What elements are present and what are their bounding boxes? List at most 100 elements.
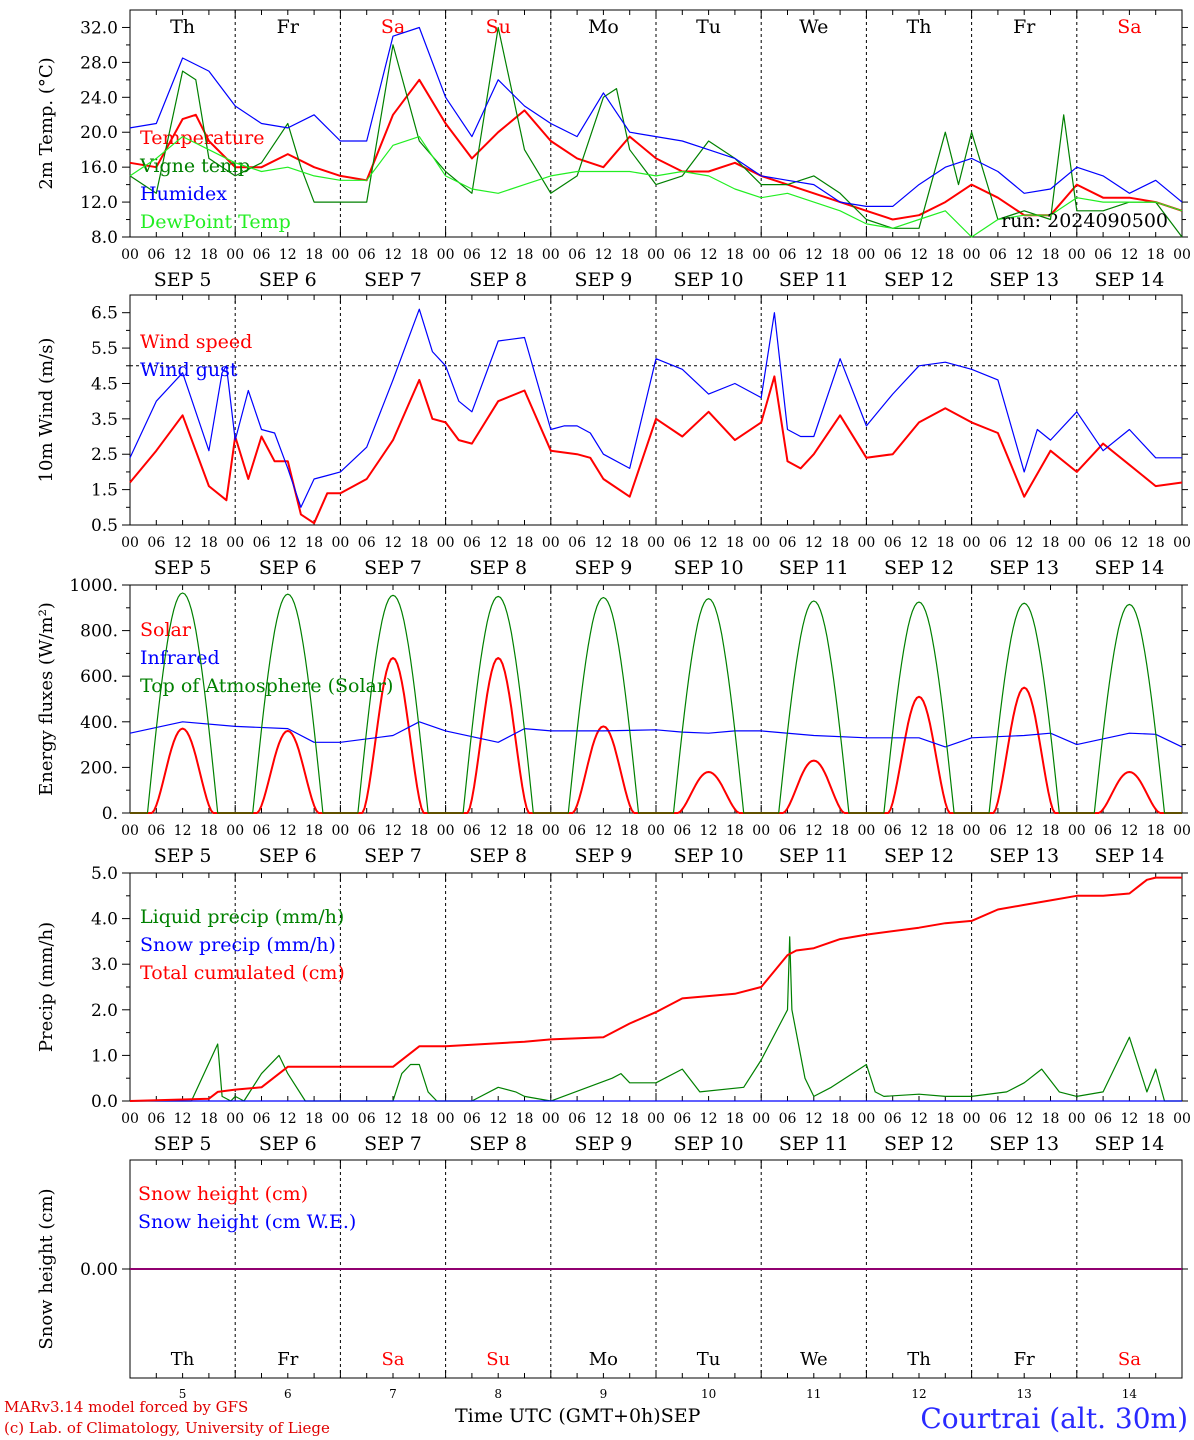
series-line-top-of-atmosphere-solar- — [130, 592, 1182, 814]
y-axis-label: 10m Wind (m/s) — [36, 338, 57, 483]
x-date-label: SEP 13 — [989, 557, 1059, 579]
day-number-label: 6 — [284, 1387, 292, 1401]
x-date-label: SEP 14 — [1094, 269, 1164, 291]
x-hour-label: 18 — [305, 247, 323, 263]
x-hour-label: 12 — [489, 823, 507, 839]
x-hour-label: 00 — [226, 1111, 244, 1127]
x-hour-label: 18 — [305, 1111, 323, 1127]
x-hour-label: 06 — [568, 247, 586, 263]
x-date-label: SEP 10 — [674, 557, 744, 579]
day-number-label: 13 — [1017, 1387, 1032, 1401]
x-hour-label: 18 — [410, 247, 428, 263]
x-date-label: SEP 12 — [884, 845, 954, 867]
x-hour-label: 18 — [831, 535, 849, 551]
x-hour-label: 12 — [594, 1111, 612, 1127]
series-line-humidex — [129, 26, 1183, 207]
x-date-label: SEP 5 — [154, 269, 212, 291]
x-date-label: SEP 8 — [469, 557, 527, 579]
x-hour-label: 12 — [1120, 247, 1138, 263]
x-date-label: SEP 9 — [574, 557, 632, 579]
x-hour-label: 18 — [1042, 1111, 1060, 1127]
weekday-label: Sa — [1117, 16, 1141, 38]
y-tick-label: 2.0 — [91, 1001, 118, 1021]
x-hour-label: 06 — [358, 1111, 376, 1127]
x-hour-label: 12 — [700, 1111, 718, 1127]
x-hour-label: 12 — [1015, 535, 1033, 551]
x-hour-label: 12 — [174, 1111, 192, 1127]
x-hour-label: 00 — [542, 1111, 560, 1127]
x-hour-label: 06 — [358, 823, 376, 839]
x-hour-label: 18 — [726, 823, 744, 839]
x-hour-label: 06 — [568, 535, 586, 551]
x-date-label: SEP 12 — [884, 1133, 954, 1155]
x-hour-label: 12 — [279, 823, 297, 839]
weekday-label: Fr — [1013, 16, 1036, 38]
day-number-label: 8 — [494, 1387, 502, 1401]
x-hour-label: 18 — [621, 535, 639, 551]
y-axis-label: Energy fluxes (W/m²) — [36, 602, 57, 796]
x-hour-label: 00 — [1173, 247, 1191, 263]
legend-entry: Top of Atmosphere (Solar) — [140, 675, 393, 697]
y-tick-label: 600. — [80, 667, 118, 687]
weekday-label: We — [799, 16, 828, 38]
x-hour-label: 18 — [936, 535, 954, 551]
day-number-label: 11 — [806, 1387, 821, 1401]
x-hour-label: 06 — [253, 247, 271, 263]
x-date-label: SEP 5 — [154, 1133, 212, 1155]
x-hour-label: 12 — [1120, 535, 1138, 551]
x-hour-label: 18 — [305, 535, 323, 551]
x-date-label: SEP 6 — [259, 269, 317, 291]
x-date-label: SEP 7 — [364, 269, 422, 291]
x-hour-label: 00 — [1068, 823, 1086, 839]
x-hour-label: 18 — [936, 823, 954, 839]
x-date-label: SEP 14 — [1094, 1133, 1164, 1155]
x-hour-label: 00 — [226, 535, 244, 551]
x-hour-label: 00 — [226, 247, 244, 263]
y-tick-label: 0. — [102, 804, 118, 824]
x-hour-label: 12 — [1015, 247, 1033, 263]
x-hour-label: 00 — [752, 535, 770, 551]
y-tick-label: 28.0 — [80, 53, 118, 73]
x-hour-label: 00 — [963, 535, 981, 551]
weekday-label: Su — [486, 1349, 510, 1370]
x-hour-label: 12 — [594, 535, 612, 551]
x-date-label: SEP 10 — [674, 845, 744, 867]
x-hour-label: 18 — [1042, 247, 1060, 263]
x-hour-label: 12 — [910, 1111, 928, 1127]
x-hour-label: 18 — [1147, 823, 1165, 839]
legend-entry: Wind gust — [140, 359, 238, 381]
location-label: Courtrai (alt. 30m) — [920, 1402, 1188, 1435]
x-hour-label: 18 — [200, 535, 218, 551]
x-hour-label: 00 — [752, 247, 770, 263]
legend-entry: Solar — [140, 619, 192, 641]
x-hour-label: 00 — [121, 1111, 139, 1127]
legend-entry: Humidex — [140, 183, 227, 205]
x-hour-label: 00 — [542, 247, 560, 263]
x-hour-label: 18 — [516, 823, 534, 839]
x-hour-label: 12 — [1015, 1111, 1033, 1127]
x-hour-label: 12 — [805, 823, 823, 839]
x-date-label: SEP 8 — [469, 1133, 527, 1155]
x-axis-month: SEP — [660, 1405, 701, 1427]
x-hour-label: 00 — [331, 535, 349, 551]
legend-entry: Vigne temp — [139, 155, 250, 177]
x-hour-label: 12 — [279, 535, 297, 551]
lab-credit: (c) Lab. of Climatology, University of L… — [4, 1419, 330, 1437]
x-hour-label: 06 — [989, 823, 1007, 839]
x-hour-label: 18 — [831, 1111, 849, 1127]
x-hour-label: 06 — [463, 535, 481, 551]
x-hour-label: 18 — [936, 247, 954, 263]
x-date-label: SEP 8 — [469, 269, 527, 291]
x-hour-label: 00 — [857, 1111, 875, 1127]
legend-entry: Infrared — [140, 647, 220, 669]
x-hour-label: 18 — [1147, 1111, 1165, 1127]
x-hour-label: 00 — [752, 823, 770, 839]
legend-entry: Total cumulated (cm) — [140, 962, 345, 984]
x-hour-label: 12 — [384, 1111, 402, 1127]
x-hour-label: 00 — [226, 823, 244, 839]
x-hour-label: 00 — [331, 247, 349, 263]
x-hour-label: 00 — [437, 535, 455, 551]
weekday-label: Th — [907, 16, 932, 38]
x-hour-label: 18 — [621, 247, 639, 263]
legend-entry: Liquid precip (mm/h) — [140, 906, 344, 928]
